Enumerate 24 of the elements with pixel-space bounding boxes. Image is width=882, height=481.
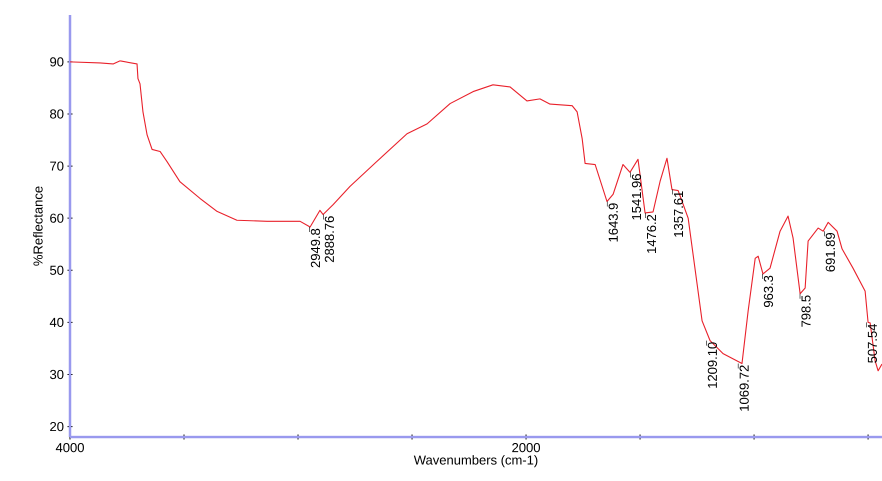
x-tick-label: 2000 <box>512 443 540 452</box>
annotation: 1357.61 <box>674 191 684 237</box>
y-tick-label: 20 <box>50 422 64 432</box>
annotation: 1541.96 <box>632 174 642 220</box>
annotation: 1209.10 <box>708 342 717 388</box>
annotation: 1476.2 <box>646 214 656 253</box>
annotation: 963.3 <box>764 276 774 308</box>
annotation: 1643.9 <box>608 203 618 242</box>
annotation: 691.89 <box>826 233 835 272</box>
y-tick-label: 60 <box>50 214 64 223</box>
y-axis-title: %Reflectance <box>33 186 43 266</box>
x-tick-label: 4000 <box>56 443 84 452</box>
y-tick-label: 50 <box>50 266 64 275</box>
y-tick-label: 30 <box>50 370 64 380</box>
annotation: 1069.72 <box>740 365 749 411</box>
annotation: 2888.76 <box>324 216 334 262</box>
y-tick-label: 80 <box>50 109 64 119</box>
annotation: 507.54 <box>868 324 877 363</box>
annotation: 798.5 <box>801 295 811 327</box>
y-tick-label: 70 <box>50 161 64 171</box>
y-tick-label: 40 <box>50 318 64 327</box>
y-tick-label: 90 <box>50 57 64 66</box>
x-axis-title: Wavenumbers (cm-1) <box>414 455 538 468</box>
annotation: 2949.8 <box>310 228 320 268</box>
